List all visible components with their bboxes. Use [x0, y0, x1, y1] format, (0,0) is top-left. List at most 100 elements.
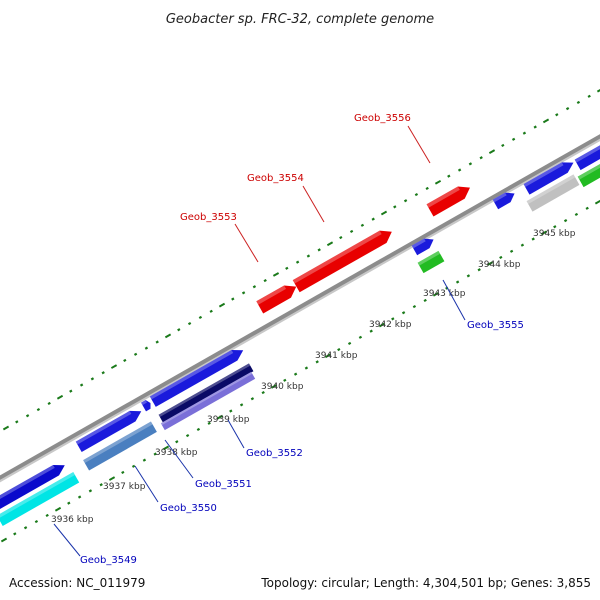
- gene-arrow[interactable]: [523, 157, 577, 195]
- major-tick: [596, 89, 600, 93]
- leader-line: [302, 185, 325, 223]
- minor-tick: [90, 377, 95, 381]
- major-tick: [162, 445, 170, 451]
- minor-tick: [455, 280, 460, 284]
- minor-tick: [531, 237, 535, 241]
- minor-tick: [393, 205, 397, 209]
- kbp-label: 3936 kbp: [51, 515, 94, 525]
- major-tick: [594, 199, 600, 205]
- minor-tick: [293, 372, 298, 376]
- minor-tick: [358, 335, 363, 339]
- minor-tick: [45, 513, 49, 518]
- minor-tick: [565, 106, 570, 111]
- minor-tick: [468, 162, 473, 166]
- gene-arrow-body: [492, 192, 515, 210]
- gene-arrow[interactable]: [411, 235, 437, 256]
- major-tick: [0, 537, 8, 543]
- gene-label-geob-3551[interactable]: Geob_3551: [195, 479, 252, 490]
- gene-arrow-highlight: [292, 230, 382, 284]
- gene-arrow[interactable]: [426, 182, 474, 217]
- minor-tick: [101, 371, 105, 375]
- leader-line: [164, 439, 194, 479]
- minor-tick: [47, 401, 51, 406]
- minor-tick: [133, 352, 138, 356]
- gene-arrow[interactable]: [158, 363, 254, 423]
- gene-arrow[interactable]: [526, 174, 580, 212]
- leader-line: [134, 465, 159, 503]
- minor-tick: [585, 206, 589, 210]
- gene-label-geob-3549[interactable]: Geob_3549: [80, 555, 137, 566]
- minor-tick: [153, 452, 157, 456]
- gene-label-geob-3550[interactable]: Geob_3550: [160, 503, 217, 514]
- minor-tick: [339, 235, 343, 240]
- kbp-label: 3942 kbp: [369, 320, 412, 330]
- gene-arrow-highlight: [523, 162, 564, 188]
- minor-tick: [555, 113, 559, 117]
- minor-tick: [285, 266, 289, 270]
- gene-arrow[interactable]: [492, 189, 518, 210]
- minor-tick: [99, 483, 103, 487]
- minor-tick: [187, 321, 192, 326]
- gene-arrow[interactable]: [83, 421, 157, 471]
- gene-arrow-body: [292, 230, 392, 293]
- major-tick: [380, 210, 388, 216]
- major-tick: [272, 272, 280, 277]
- gene-label-geob-3553[interactable]: Geob_3553: [180, 212, 237, 223]
- gene-arrow[interactable]: [160, 371, 256, 431]
- minor-tick: [349, 229, 354, 234]
- gene-arrow-body: [75, 410, 142, 453]
- leader-line: [407, 125, 431, 164]
- minor-tick: [131, 464, 136, 468]
- minor-tick: [198, 315, 203, 320]
- kbp-label: 3938 kbp: [155, 448, 198, 458]
- minor-tick: [360, 223, 365, 227]
- major-tick: [326, 241, 334, 247]
- gene-arrow[interactable]: [292, 226, 396, 293]
- gene-label-geob-3556[interactable]: Geob_3556: [354, 113, 411, 124]
- gene-arrow[interactable]: [0, 472, 80, 526]
- minor-tick: [574, 212, 579, 217]
- gene-arrow[interactable]: [574, 140, 600, 171]
- minor-tick: [252, 285, 257, 289]
- gene-arrow-highlight: [0, 472, 75, 519]
- gene-arrow[interactable]: [577, 156, 600, 188]
- minor-tick: [207, 421, 211, 425]
- gene-arrow[interactable]: [256, 281, 299, 314]
- gene-arrow-body: [0, 464, 65, 510]
- minor-tick: [177, 328, 181, 332]
- gene-arrow[interactable]: [0, 460, 68, 510]
- gene-arrow[interactable]: [75, 406, 145, 453]
- kbp-label: 3940 kbp: [261, 382, 304, 392]
- minor-tick: [25, 414, 30, 418]
- gene-label-geob-3554[interactable]: Geob_3554: [247, 173, 304, 184]
- major-tick: [434, 179, 442, 185]
- gene-arrow[interactable]: [417, 250, 445, 274]
- gene-arrow-body: [149, 350, 244, 407]
- major-tick: [486, 261, 494, 266]
- gene-arrow-body: [83, 421, 157, 471]
- minor-tick: [412, 304, 417, 309]
- gene-label-geob-3555[interactable]: Geob_3555: [467, 320, 524, 331]
- minor-tick: [250, 397, 255, 401]
- kbp-label: 3941 kbp: [315, 351, 358, 361]
- minor-tick: [553, 225, 557, 229]
- gene-arrow-highlight: [83, 421, 153, 463]
- gene-arrow[interactable]: [141, 399, 153, 412]
- map-title: Geobacter sp. FRC-32, complete genome: [166, 12, 434, 27]
- minor-tick: [263, 278, 267, 283]
- inner-tick-ring: [0, 199, 600, 543]
- gene-arrow-highlight: [75, 410, 132, 445]
- minor-tick: [175, 440, 179, 444]
- major-tick: [324, 353, 332, 359]
- minor-tick: [231, 297, 235, 301]
- gene-arrow-highlight: [577, 156, 600, 180]
- minor-tick: [466, 274, 471, 278]
- minor-tick: [391, 317, 395, 321]
- gene-label-geob-3552[interactable]: Geob_3552: [246, 448, 303, 459]
- gene-arrow-highlight: [417, 250, 441, 266]
- minor-tick: [401, 311, 406, 315]
- gene-arrow-body: [141, 400, 151, 412]
- gene-arrow[interactable]: [149, 345, 246, 407]
- major-tick: [270, 384, 278, 389]
- gene-arrow-body: [0, 472, 80, 526]
